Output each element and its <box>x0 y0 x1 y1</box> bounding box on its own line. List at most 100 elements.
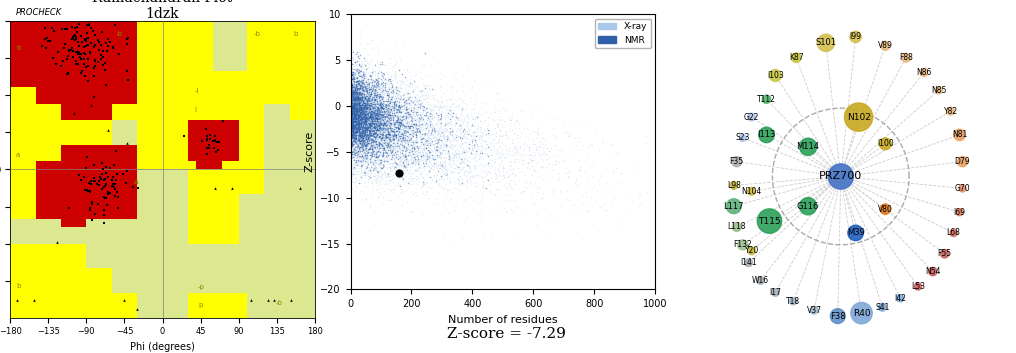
Point <box>344 92 361 98</box>
Point <box>448 162 464 168</box>
Point <box>356 179 372 185</box>
Point <box>389 115 405 121</box>
Point <box>384 83 400 89</box>
Point <box>388 39 404 45</box>
Point <box>350 121 366 127</box>
Point <box>346 111 363 116</box>
Point <box>399 158 416 164</box>
Point <box>363 110 379 116</box>
Point <box>356 132 372 138</box>
Point <box>498 180 514 186</box>
Point <box>371 125 387 130</box>
Point <box>350 86 366 92</box>
Point <box>363 158 379 164</box>
Point <box>373 104 389 110</box>
Point <box>60 70 76 76</box>
Point <box>346 123 363 128</box>
Point <box>351 125 367 131</box>
Point <box>394 202 410 208</box>
Point <box>397 129 414 134</box>
Point <box>360 111 376 116</box>
Point <box>457 196 473 202</box>
Point <box>359 95 375 101</box>
Point <box>382 125 398 131</box>
Point <box>466 180 483 186</box>
Point <box>456 197 472 203</box>
Point <box>346 113 363 119</box>
Point <box>347 163 364 169</box>
Point <box>70 49 86 55</box>
Point <box>459 169 475 175</box>
Point <box>347 104 364 109</box>
Point <box>356 138 372 144</box>
Point <box>387 137 403 143</box>
Point <box>343 123 360 128</box>
Point <box>350 160 366 166</box>
Point <box>366 136 382 142</box>
Point <box>389 116 405 122</box>
Point <box>353 107 369 113</box>
Point <box>344 85 361 91</box>
Point <box>381 116 397 122</box>
Point <box>354 128 370 133</box>
Point <box>93 172 110 177</box>
Point <box>406 149 423 155</box>
Point <box>371 83 387 89</box>
Circle shape <box>769 70 781 82</box>
Point <box>345 115 362 121</box>
Point <box>363 136 379 142</box>
Point <box>375 117 391 123</box>
Point <box>120 77 136 82</box>
Point <box>346 157 363 163</box>
Point <box>356 98 372 103</box>
Point <box>350 111 366 116</box>
Point <box>451 118 467 123</box>
Point <box>392 115 408 121</box>
Point <box>417 156 433 161</box>
Point <box>347 128 364 134</box>
Point <box>411 127 428 132</box>
Point <box>371 95 387 100</box>
Point <box>363 92 379 98</box>
Point <box>379 155 395 160</box>
Point <box>351 140 367 145</box>
Point <box>557 130 573 135</box>
Point <box>369 176 385 181</box>
Point <box>410 118 427 124</box>
Point <box>376 118 392 124</box>
Point <box>393 148 409 154</box>
Point <box>365 94 381 100</box>
Point <box>366 140 382 145</box>
Point <box>372 133 388 139</box>
Point <box>358 68 374 74</box>
Point <box>368 130 384 136</box>
Point <box>377 103 393 108</box>
Point <box>99 48 115 54</box>
Point <box>347 159 364 165</box>
Point <box>424 121 440 127</box>
Point <box>347 144 364 150</box>
Point <box>382 110 398 116</box>
Point <box>404 170 421 176</box>
Point <box>371 95 387 101</box>
Point <box>513 131 529 136</box>
Point <box>365 136 381 142</box>
Point <box>119 68 135 74</box>
Point <box>495 151 511 157</box>
Point <box>369 128 385 133</box>
Point <box>394 176 410 181</box>
Point <box>357 113 373 119</box>
Point <box>362 114 378 119</box>
Point <box>393 118 409 123</box>
Point <box>368 89 384 94</box>
Point <box>384 83 400 89</box>
Point <box>405 116 422 122</box>
Point <box>491 156 507 161</box>
Point <box>351 112 367 118</box>
Point <box>351 171 367 176</box>
Point <box>353 119 369 124</box>
Point <box>344 118 361 123</box>
Point <box>417 83 433 89</box>
Point <box>367 92 383 98</box>
Point <box>389 107 405 112</box>
